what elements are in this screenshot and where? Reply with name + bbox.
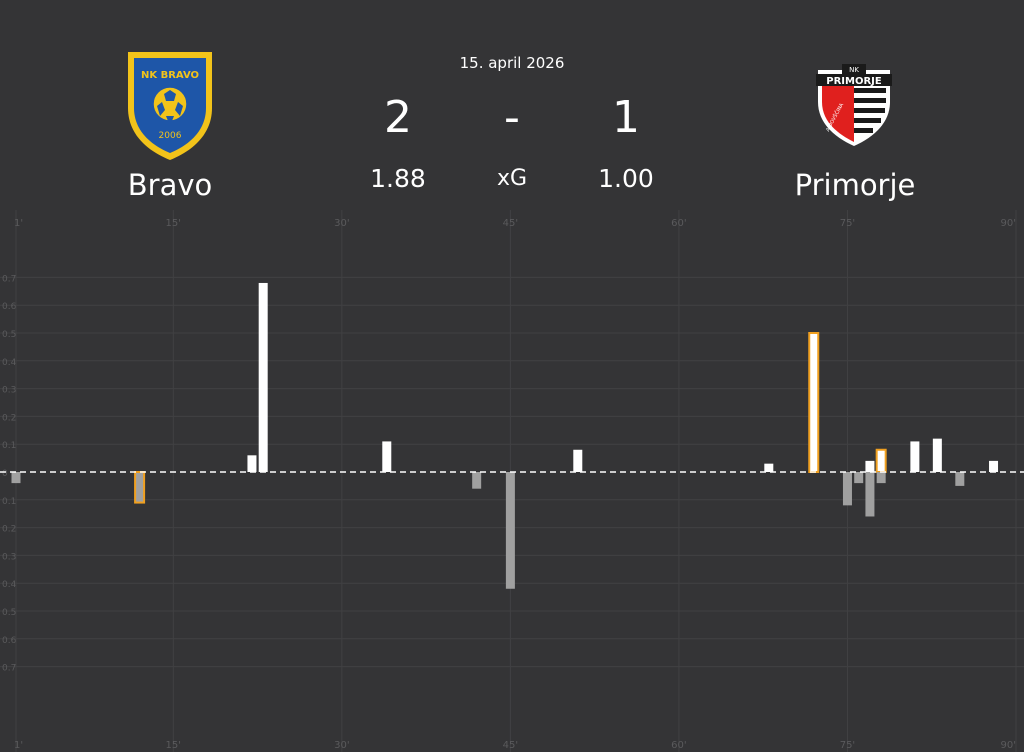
shot-bar bbox=[876, 472, 886, 484]
shot-bar bbox=[910, 441, 920, 472]
y-tick-label: 0.3 bbox=[2, 386, 16, 396]
away-team-name: Primorje bbox=[794, 168, 916, 202]
x-tick-label-bottom: 90' bbox=[1001, 740, 1016, 751]
x-tick-label-top: 75' bbox=[840, 218, 855, 229]
home-score: 2 bbox=[384, 92, 412, 143]
shot-bar bbox=[932, 438, 942, 472]
shot-bar bbox=[854, 472, 864, 484]
y-tick-label: 0.3 bbox=[2, 552, 16, 562]
match-date: 15. april 2026 bbox=[459, 54, 565, 72]
crest-away-text: PRIMORJE bbox=[826, 76, 882, 87]
y-tick-label: 0.4 bbox=[2, 580, 17, 590]
x-tick-label-top: 1' bbox=[14, 218, 23, 229]
shot-bar bbox=[764, 463, 774, 472]
y-tick-label: 0.4 bbox=[2, 358, 17, 368]
home-xg: 1.88 bbox=[370, 164, 426, 193]
y-tick-label: 0.7 bbox=[2, 274, 16, 284]
y-tick-label: 0.5 bbox=[2, 608, 16, 618]
y-tick-label: 0.1 bbox=[2, 497, 16, 507]
x-tick-label-bottom: 1' bbox=[14, 740, 23, 751]
y-tick-label: 0.5 bbox=[2, 330, 16, 340]
xg-shot-chart: 0.7 0.6 0.5 0.4 0.3 0.2 0.1 0 0.1 0.2 0.3 0.4 0.5 0.6… bbox=[0, 210, 1024, 752]
home-team-name: Bravo bbox=[127, 168, 213, 202]
shot-bar bbox=[865, 472, 875, 517]
shot-bar bbox=[989, 460, 999, 472]
shot-bar bbox=[258, 282, 268, 472]
y-tick-label: 0.2 bbox=[2, 525, 16, 535]
bravo-crest-logo: NK BRAVO 2006 bbox=[128, 52, 212, 160]
shot-bar bbox=[955, 472, 965, 486]
y-tick-label: 0.7 bbox=[2, 664, 16, 674]
x-tick-label-bottom: 45' bbox=[503, 740, 518, 751]
y-tick-label: 0.1 bbox=[2, 441, 16, 451]
shot-bar bbox=[11, 472, 21, 484]
x-tick-label-top: 90' bbox=[1001, 218, 1016, 229]
score-separator: - bbox=[504, 92, 520, 143]
y-tick-label: 0.2 bbox=[2, 413, 16, 423]
x-tick-label-top: 60' bbox=[671, 218, 686, 229]
shot-bar bbox=[865, 460, 875, 472]
primorje-crest-logo: NK PRIMORJE AJDOVŠČINA bbox=[816, 64, 892, 146]
x-tick-label-bottom: 75' bbox=[840, 740, 855, 751]
x-tick-label-bottom: 30' bbox=[334, 740, 349, 751]
y-tick-label: 0 bbox=[2, 469, 8, 479]
x-tick-label-bottom: 15' bbox=[166, 740, 181, 751]
xg-label: xG bbox=[496, 166, 528, 191]
crest-away-prefix: NK bbox=[849, 66, 859, 74]
crest-home-year: 2006 bbox=[159, 131, 182, 141]
crest-home-text: NK BRAVO bbox=[141, 70, 199, 81]
shot-bar bbox=[573, 449, 583, 472]
x-tick-label-top: 45' bbox=[503, 218, 518, 229]
x-tick-label-top: 15' bbox=[166, 218, 181, 229]
shot-bar bbox=[505, 472, 515, 589]
x-tick-label-bottom: 60' bbox=[671, 740, 686, 751]
shot-bar bbox=[842, 472, 852, 506]
goal-shot-bar bbox=[808, 332, 820, 473]
away-score: 1 bbox=[612, 92, 640, 143]
away-xg: 1.00 bbox=[598, 164, 654, 193]
goal-shot-bar bbox=[875, 448, 887, 473]
goal-shot-bar bbox=[134, 471, 146, 504]
y-tick-label: 0.6 bbox=[2, 302, 17, 312]
shot-bar bbox=[472, 472, 482, 489]
shot-bar bbox=[382, 441, 392, 472]
x-tick-label-top: 30' bbox=[334, 218, 349, 229]
shot-bar bbox=[247, 455, 257, 472]
y-tick-label: 0.6 bbox=[2, 636, 17, 646]
